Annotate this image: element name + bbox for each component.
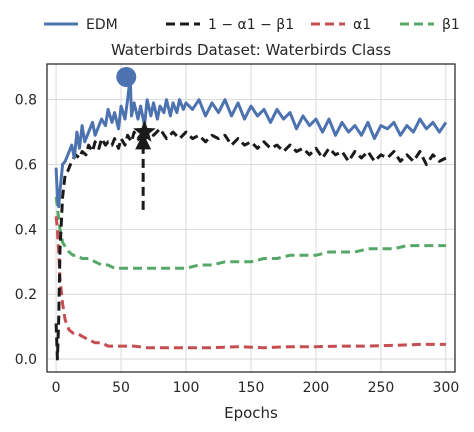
legend-label: 1 − α1 − β1 (208, 17, 294, 33)
series-line (54, 216, 446, 350)
x-tick-label: 200 (303, 380, 330, 396)
y-tick-label: 0.0 (15, 352, 37, 368)
chart-title: Waterbirds Dataset: Waterbirds Class (111, 41, 391, 59)
x-tick-label: 250 (368, 380, 395, 396)
max-circle-marker (116, 66, 137, 87)
x-axis-ticks: 0 50 100 150 200 250 300 (52, 380, 460, 396)
x-tick-label: 300 (433, 380, 460, 396)
series-layer (54, 75, 448, 361)
series-line (54, 127, 447, 361)
legend-label: α1 (353, 17, 371, 33)
legend-label: β1 (442, 17, 460, 33)
legend: EDM 1 − α1 − β1 α1 β1 (44, 17, 460, 33)
x-tick-label: 0 (52, 380, 61, 396)
legend-label: EDM (86, 17, 118, 33)
annotation-markers (116, 66, 156, 210)
x-tick-label: 150 (238, 380, 265, 396)
y-axis-ticks: 0.0 0.2 0.4 0.6 0.8 (15, 93, 37, 368)
triangle-marker (135, 133, 152, 150)
y-tick-label: 0.8 (15, 93, 37, 109)
star-marker (133, 120, 156, 142)
series-line (54, 196, 446, 270)
y-tick-label: 0.6 (15, 158, 37, 174)
x-tick-label: 100 (173, 380, 200, 396)
y-tick-label: 0.4 (15, 222, 37, 238)
plot-frame (46, 63, 456, 373)
y-tick-label: 0.2 (15, 287, 37, 303)
series-line (54, 75, 448, 209)
x-axis-label: Epochs (224, 404, 278, 422)
x-tick-label: 50 (112, 380, 130, 396)
